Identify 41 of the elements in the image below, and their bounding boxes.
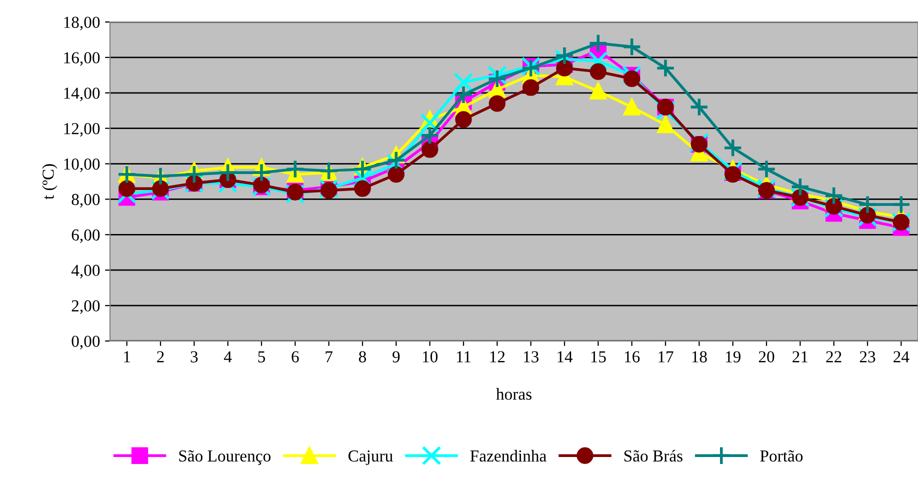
x-tick-label: 23: [860, 351, 876, 362]
x-axis-title: horas: [496, 388, 532, 400]
x-tick-label: 20: [758, 351, 774, 362]
x-tick-label: 5: [258, 351, 266, 362]
x-tick-label: 24: [894, 351, 910, 362]
x-tick-label: 14: [558, 351, 573, 362]
legend-label: Fazendinha: [470, 450, 546, 462]
x-tick-label: 3: [190, 351, 198, 362]
x-tick-label: 22: [826, 351, 842, 362]
x-tick-label: 15: [591, 351, 606, 362]
y-tick-label: 0,00: [72, 336, 100, 350]
legend-label: São Brás: [624, 450, 682, 462]
x-tick-label: 11: [456, 351, 471, 362]
x-tick-label: 19: [726, 351, 740, 362]
x-tick-label: 10: [422, 351, 438, 362]
x-tick-label: 17: [658, 351, 674, 362]
y-tick-label: 10,00: [64, 158, 100, 172]
x-tick-label: 9: [392, 351, 400, 362]
x-tick-label: 4: [224, 351, 232, 362]
x-tick-label: 12: [490, 351, 505, 362]
legend-label: Portão: [760, 450, 803, 462]
y-tick-label: 4,00: [71, 264, 100, 278]
x-tick-label: 21: [792, 351, 808, 362]
x-tick-label: 16: [624, 351, 640, 362]
y-axis-title: t (ºC): [42, 164, 58, 200]
y-tick-label: 14,00: [64, 88, 100, 102]
x-tick-label: 18: [692, 351, 707, 362]
y-tick-label: 12,00: [64, 123, 100, 137]
y-tick-label: 6,00: [72, 229, 100, 244]
x-tick-label: 1: [124, 351, 130, 362]
x-tick-label: 6: [292, 351, 299, 362]
y-tick-label: 8,00: [72, 194, 100, 208]
y-tick-label: 16,00: [64, 52, 100, 66]
legend-label: Cajuru: [348, 450, 393, 465]
y-tick-label: 18,00: [64, 16, 100, 30]
x-tick-label: 7: [326, 351, 333, 362]
legend-label: São Lourenço: [179, 450, 270, 465]
x-tick-label: 8: [358, 351, 366, 362]
x-tick-label: 13: [524, 351, 539, 362]
y-tick-label: 2,00: [72, 300, 100, 314]
x-tick-label: 2: [157, 351, 164, 362]
